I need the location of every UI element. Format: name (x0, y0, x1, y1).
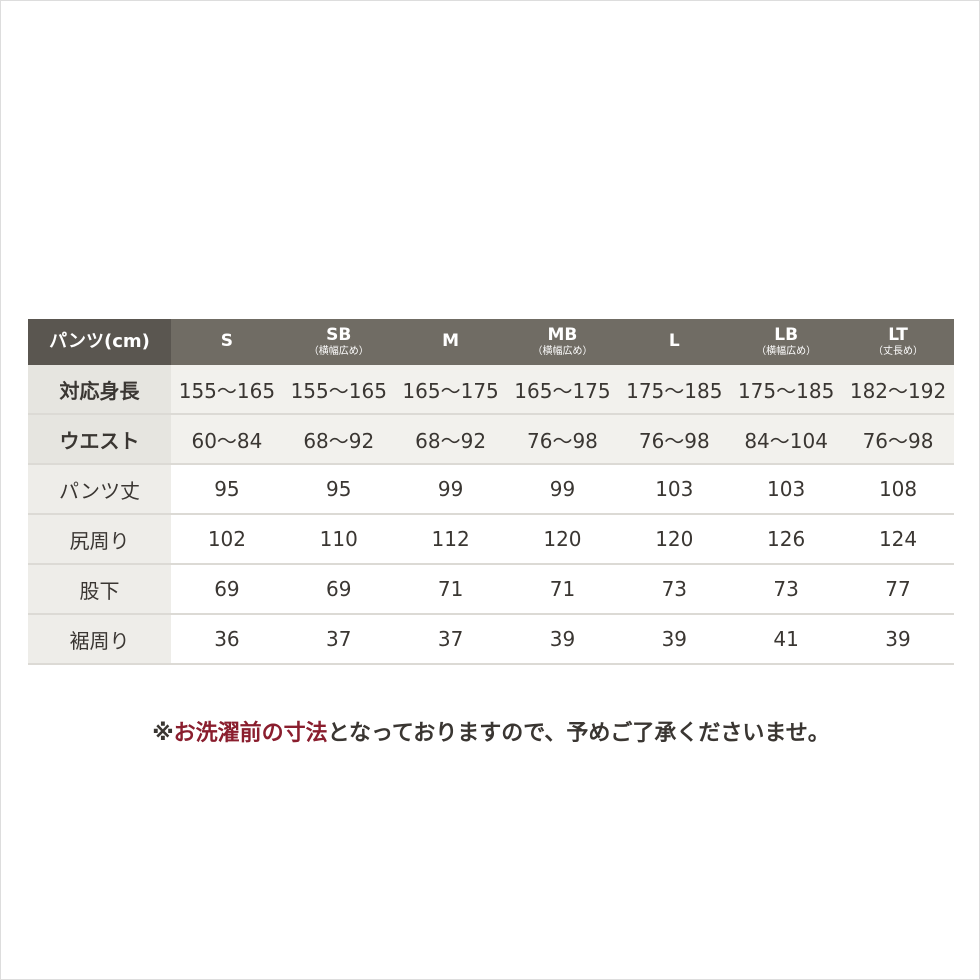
size-chart-table: パンツ(cm) S SB （横幅広め） M MB （横幅広め） L LB （横幅広め）… (28, 319, 954, 665)
cell-value: 120 (618, 514, 731, 565)
cell-value: 99 (506, 464, 619, 515)
table-row: ウエスト 60〜84 68〜92 68〜92 76〜98 76〜98 84〜104 76〜98 (28, 414, 954, 465)
note-highlight: お洗濯前の寸法 (173, 721, 328, 746)
row-label: 裾周り (28, 614, 171, 665)
size-name: S (220, 331, 234, 352)
cell-value: 103 (730, 464, 843, 515)
cell-value: 41 (730, 614, 843, 665)
size-name: MB (547, 324, 578, 345)
corner-header: パンツ(cm) (28, 319, 171, 365)
cell-value: 69 (171, 564, 283, 615)
size-name: M (442, 331, 460, 352)
cell-value: 37 (394, 614, 507, 665)
note-mark: ※ (152, 721, 174, 746)
cell-value: 182〜192 (842, 365, 954, 415)
cell-value: 71 (394, 564, 507, 615)
care-note: ※お洗濯前の寸法となっておりますので、予めご了承くださいませ。 (1, 715, 980, 747)
cell-value: 165〜175 (506, 365, 619, 415)
cell-value: 99 (394, 464, 507, 515)
note-text: となっておりますので、予めご了承くださいませ。 (327, 721, 830, 746)
cell-value: 60〜84 (171, 414, 283, 465)
cell-value: 110 (282, 514, 395, 565)
cell-value: 126 (730, 514, 843, 565)
cell-value: 73 (618, 564, 731, 615)
cell-value: 76〜98 (618, 414, 731, 465)
size-header: S (171, 319, 283, 365)
cell-value: 69 (282, 564, 395, 615)
cell-value: 108 (842, 464, 954, 515)
cell-value: 76〜98 (842, 414, 954, 465)
size-sub: （横幅広め） (308, 345, 369, 357)
table-row: 股下 69 69 71 71 73 73 77 (28, 564, 954, 615)
cell-value: 39 (506, 614, 619, 665)
cell-value: 165〜175 (394, 365, 507, 415)
size-header: LB （横幅広め） (730, 319, 843, 365)
cell-value: 103 (618, 464, 731, 515)
row-label: 尻周り (28, 514, 171, 565)
table-row: 裾周り 36 37 37 39 39 41 39 (28, 614, 954, 665)
cell-value: 39 (618, 614, 731, 665)
cell-value: 77 (842, 564, 954, 615)
cell-value: 39 (842, 614, 954, 665)
table-row: パンツ丈 95 95 99 99 103 103 108 (28, 464, 954, 515)
cell-value: 73 (730, 564, 843, 615)
size-name: LB (774, 324, 799, 345)
row-label: パンツ丈 (28, 464, 171, 515)
size-name: LT (888, 324, 908, 345)
size-name: SB (326, 324, 352, 345)
cell-value: 112 (394, 514, 507, 565)
cell-value: 155〜165 (282, 365, 395, 415)
cell-value: 95 (282, 464, 395, 515)
size-header: SB （横幅広め） (282, 319, 395, 365)
size-header: LT （丈長め） (842, 319, 954, 365)
row-label: 股下 (28, 564, 171, 615)
cell-value: 71 (506, 564, 619, 615)
cell-value: 37 (282, 614, 395, 665)
size-sub: （丈長め） (873, 345, 924, 357)
cell-value: 102 (171, 514, 283, 565)
cell-value: 155〜165 (171, 365, 283, 415)
cell-value: 175〜185 (618, 365, 731, 415)
size-header: L (618, 319, 731, 365)
row-label: ウエスト (28, 414, 171, 465)
table-row: 尻周り 102 110 112 120 120 126 124 (28, 514, 954, 565)
cell-value: 84〜104 (730, 414, 843, 465)
size-header: M (394, 319, 507, 365)
size-sub: （横幅広め） (756, 345, 817, 357)
cell-value: 68〜92 (394, 414, 507, 465)
cell-value: 124 (842, 514, 954, 565)
row-label: 対応身長 (28, 365, 171, 415)
size-header: MB （横幅広め） (506, 319, 619, 365)
cell-value: 68〜92 (282, 414, 395, 465)
cell-value: 175〜185 (730, 365, 843, 415)
size-name: L (668, 331, 680, 352)
cell-value: 120 (506, 514, 619, 565)
cell-value: 76〜98 (506, 414, 619, 465)
size-sub: （横幅広め） (532, 345, 593, 357)
header-row: パンツ(cm) S SB （横幅広め） M MB （横幅広め） L LB （横幅広め）… (28, 319, 954, 365)
cell-value: 36 (171, 614, 283, 665)
cell-value: 95 (171, 464, 283, 515)
table-row: 対応身長 155〜165 155〜165 165〜175 165〜175 175〜185 1… (28, 365, 954, 415)
